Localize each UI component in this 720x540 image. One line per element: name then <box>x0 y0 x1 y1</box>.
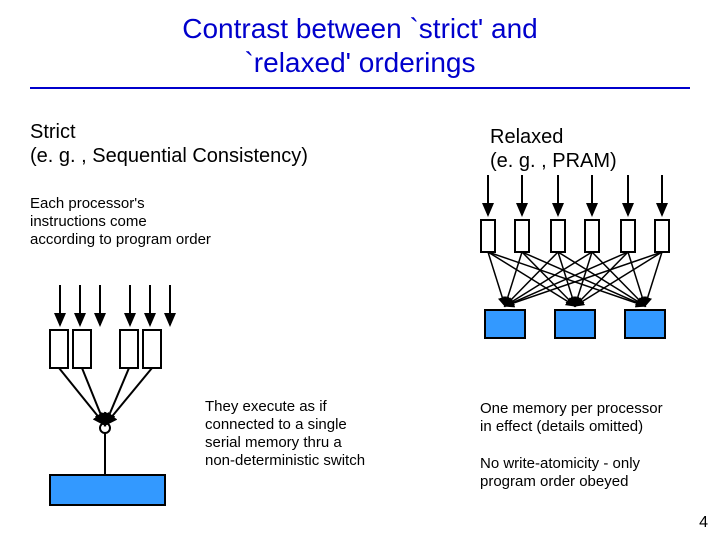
strict-diagram <box>50 285 170 505</box>
diagram-svg <box>0 0 720 540</box>
relaxed-diagram <box>481 175 669 338</box>
